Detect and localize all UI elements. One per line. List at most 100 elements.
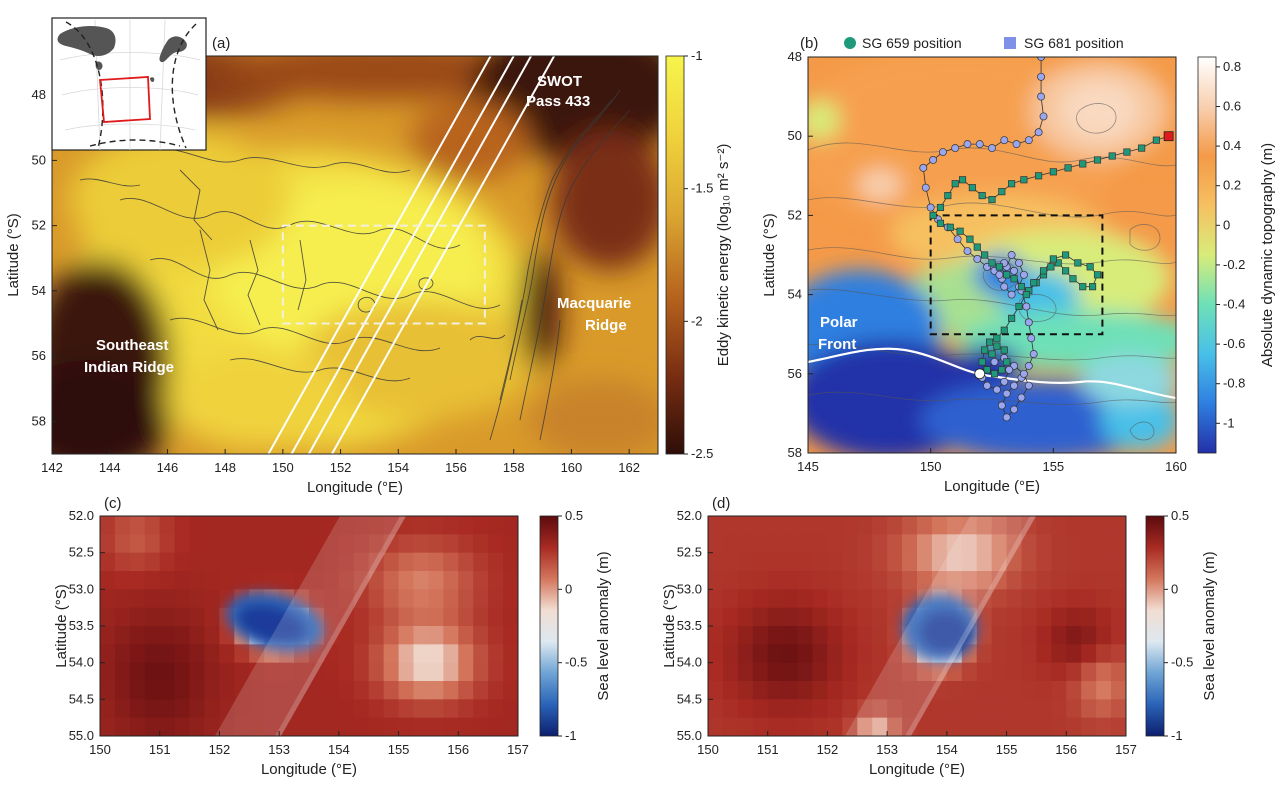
sla-cell <box>458 516 474 535</box>
sla-cell <box>413 589 430 609</box>
sla-cell <box>767 626 784 645</box>
sla-cell <box>737 681 754 700</box>
sla-cell <box>264 662 280 682</box>
sla-cell <box>931 571 948 590</box>
sla-cell <box>827 571 843 590</box>
y-axis-label-a: Latitude (°S) <box>5 213 22 297</box>
sla-cell <box>249 552 265 572</box>
sg659-point <box>993 342 1001 350</box>
sla-cell <box>159 552 176 572</box>
sla-cell <box>991 717 1008 736</box>
sla-cell <box>428 681 444 700</box>
sla-cell <box>219 534 235 554</box>
sla-cell <box>827 626 843 645</box>
sla-cell <box>722 662 739 682</box>
sla-cell <box>458 607 474 627</box>
sla-cell <box>1096 571 1112 590</box>
sla-cell <box>872 589 888 609</box>
sla-cell <box>503 552 518 572</box>
sg681-point <box>1007 290 1016 299</box>
sla-cell <box>1096 589 1112 609</box>
sla-cell <box>114 589 131 609</box>
colorbar-tick-label: -1 <box>1171 728 1183 743</box>
sla-cell <box>189 571 206 590</box>
sla-cell <box>767 717 784 736</box>
sla-cell <box>443 717 459 736</box>
sla-cell <box>114 644 131 664</box>
sla-cell <box>842 626 858 645</box>
sla-cell <box>398 552 415 572</box>
sla-cell <box>812 534 829 554</box>
sg659-point <box>1049 168 1057 176</box>
sla-cell <box>204 571 221 590</box>
sla-cell <box>219 717 235 736</box>
sla-cell <box>428 516 444 535</box>
sla-cell <box>827 516 843 535</box>
sla-cell <box>294 516 310 535</box>
sla-cell <box>114 699 131 719</box>
study-box-a <box>281 224 486 325</box>
sg659-point <box>988 259 996 267</box>
sla-cell <box>279 571 295 590</box>
panel-d: 150 151 152 153 154 155 156 157 52.0 52.5 53.0 53.5… <box>661 495 1218 778</box>
colorbar-b-ticks: 0.8 0.6 0.4 0.2 0 -0.2 -0.4 -0.6 -0.8 -1 <box>1216 59 1245 430</box>
sg659-point <box>981 251 989 259</box>
sla-cell <box>458 662 474 682</box>
legend-sg681-label: SG 681 position <box>1024 35 1124 51</box>
x-tick-label: 145 <box>797 459 819 474</box>
sla-cell <box>488 717 504 736</box>
sla-cell <box>1111 534 1126 554</box>
sla-cell <box>812 717 829 736</box>
sg659-point <box>995 263 1003 271</box>
sla-cell <box>752 552 769 572</box>
sla-cell <box>279 717 295 736</box>
sla-cell <box>1096 699 1112 719</box>
sg681-point <box>1022 302 1031 311</box>
sla-cell <box>1006 662 1023 682</box>
colorbar-tick-label: -0.2 <box>1223 257 1245 272</box>
axes-frame-a <box>51 55 659 455</box>
colorbar-tick-label: -0.8 <box>1223 376 1245 391</box>
sg681-point <box>926 203 935 212</box>
axes-frame-b <box>807 56 1177 454</box>
sla-cell <box>857 662 873 682</box>
sla-cell <box>931 699 948 719</box>
sla-cell <box>991 516 1008 535</box>
sg659-point <box>1003 271 1011 279</box>
sla-cell <box>443 626 459 645</box>
sla-cell <box>144 699 161 719</box>
sla-cell <box>114 681 131 700</box>
x-tick-label: 156 <box>447 742 469 757</box>
sla-cell <box>279 552 295 572</box>
sla-cell <box>976 552 993 572</box>
sla-cell <box>1081 662 1097 682</box>
y-tick-label: 53.0 <box>677 581 702 596</box>
sla-cell <box>976 534 993 554</box>
panel-label-d: (d) <box>712 495 730 512</box>
sla-cell <box>782 589 799 609</box>
sg659-point <box>1008 314 1016 322</box>
sg681-point <box>1000 377 1009 386</box>
sla-cell <box>767 607 784 627</box>
x-tick-label: 153 <box>268 742 290 757</box>
sla-cell <box>961 571 978 590</box>
sla-cell <box>413 699 430 719</box>
y-tick-label: 53.5 <box>69 618 94 633</box>
sla-cell <box>100 644 116 664</box>
sla-cell <box>129 644 146 664</box>
sla-cell <box>383 607 400 627</box>
sla-cell <box>368 607 385 627</box>
sg659-point <box>1079 160 1087 168</box>
legend-sg681-swatch <box>1004 37 1016 49</box>
sla-cell <box>872 662 888 682</box>
y-tick-label: 58 <box>788 445 802 460</box>
sla-cell <box>1021 571 1038 590</box>
y-tick-label: 54.0 <box>69 655 94 670</box>
sla-cell <box>294 662 310 682</box>
sg681-point <box>1019 270 1028 279</box>
sla-cell <box>1036 552 1052 572</box>
sla-cell <box>1036 589 1052 609</box>
y-tick-label: 54.5 <box>69 691 94 706</box>
sla-cell <box>872 552 888 572</box>
y-tick-label: 50 <box>788 128 802 143</box>
